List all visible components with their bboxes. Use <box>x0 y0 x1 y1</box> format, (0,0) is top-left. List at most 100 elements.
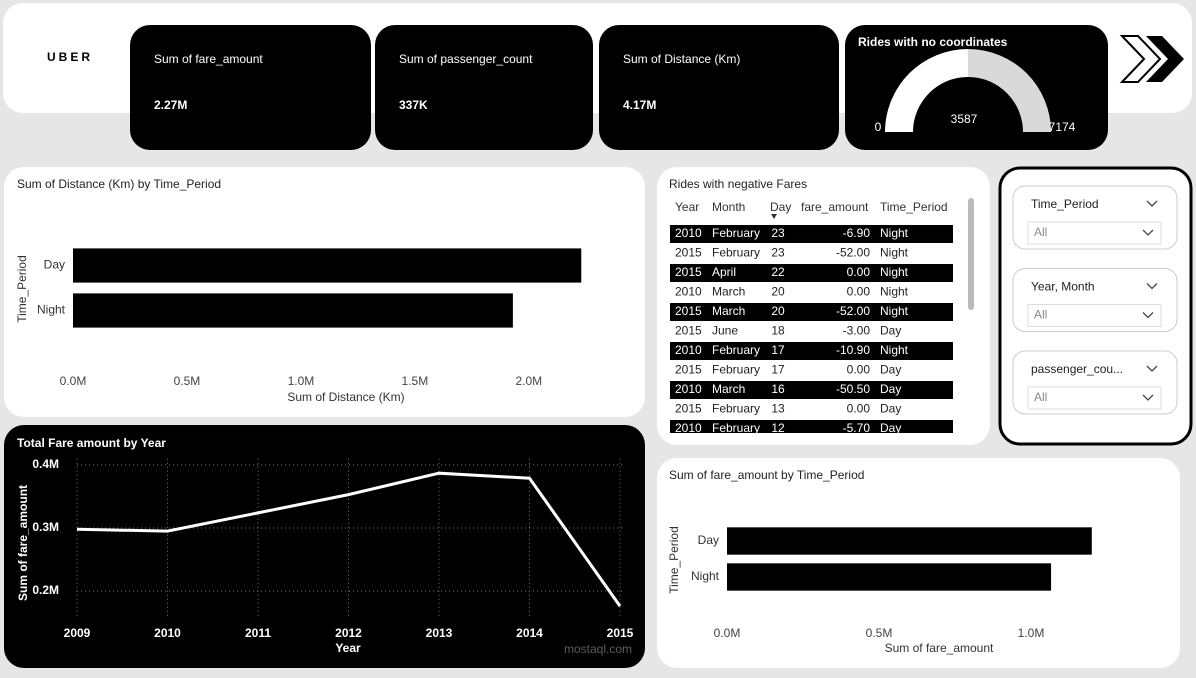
x-tick-label: 1.0M <box>1018 626 1045 640</box>
chart-panel <box>4 425 645 668</box>
table-cell: 13 <box>771 402 785 416</box>
chart-title: Sum of fare_amount by Time_Period <box>669 468 864 482</box>
table-cell: -10.90 <box>836 343 870 357</box>
dropdown[interactable] <box>1027 221 1162 245</box>
table-cell: -6.90 <box>843 226 871 240</box>
row-background <box>670 420 953 433</box>
table-cell: 2010 <box>675 382 702 396</box>
x-tick-label: 2010 <box>154 626 181 640</box>
table-cell: 18 <box>771 324 785 338</box>
chevron-down <box>1146 365 1158 372</box>
table-cell: April <box>712 265 736 279</box>
bar <box>727 527 1092 555</box>
table-cell: 2015 <box>675 363 702 377</box>
table-cell: 12 <box>771 421 785 435</box>
table-cell: 2015 <box>675 265 702 279</box>
table-cell: Day <box>880 382 901 396</box>
table-cell: 0.00 <box>847 285 871 299</box>
dropdown[interactable] <box>1027 304 1162 327</box>
chart-panel <box>657 458 1180 668</box>
table-cell: Night <box>880 304 909 318</box>
table-cell: 2010 <box>675 285 702 299</box>
table-cell: 2010 <box>675 226 702 240</box>
bar <box>727 563 1052 591</box>
y-tick-label: 0.4M <box>32 457 59 471</box>
table-cell: Night <box>880 265 909 279</box>
row-background <box>670 342 953 360</box>
kpi-label: Sum of Distance (Km) <box>623 52 740 66</box>
table-cell: Day <box>880 402 901 416</box>
table-cell: March <box>712 304 745 318</box>
table-cell: February <box>712 421 760 435</box>
y-tick-label: Day <box>698 533 719 547</box>
table-cell: June <box>712 324 738 338</box>
gauge-value: 3587 <box>951 112 978 126</box>
y-tick-label: Day <box>44 258 65 272</box>
chevron[interactable] <box>1146 36 1184 82</box>
row-background <box>670 303 953 321</box>
table-cell: 0.00 <box>847 265 871 279</box>
table-cell: February <box>712 402 760 416</box>
brand: UBER <box>47 50 93 64</box>
x-axis-label: Year <box>335 641 361 655</box>
x-tick-label: 2013 <box>426 626 453 640</box>
x-tick-label: 2015 <box>607 626 634 640</box>
table-cell: February <box>712 343 760 357</box>
chevron[interactable] <box>1119 35 1162 83</box>
table-cell: March <box>712 285 745 299</box>
table-cell: Day <box>880 421 901 435</box>
x-tick-label: 0.0M <box>714 626 741 640</box>
y-axis-label: Time_Period <box>667 526 681 594</box>
x-tick-label: 0.0M <box>60 374 87 388</box>
scrollbar[interactable] <box>968 198 974 310</box>
column-header: fare_amount <box>801 200 869 214</box>
table-cell: Night <box>880 226 909 240</box>
y-tick-label: 0.2M <box>32 583 59 597</box>
table-cell: 23 <box>771 226 785 240</box>
chart-title: Sum of Distance (Km) by Time_Period <box>17 177 221 191</box>
slicer-label: Time_Period <box>1031 197 1099 211</box>
chevron-down <box>1142 229 1154 236</box>
x-axis-label: Sum of fare_amount <box>885 641 994 655</box>
kpi-value: 337K <box>399 98 428 112</box>
table-cell: -5.70 <box>843 421 871 435</box>
table-cell: 16 <box>771 382 785 396</box>
x-tick-label: 2011 <box>245 626 271 640</box>
dropdown-value: All <box>1034 225 1047 239</box>
chevron-down <box>1142 394 1154 401</box>
table-cell: 20 <box>771 285 785 299</box>
row-background <box>670 264 953 282</box>
table-cell: 17 <box>771 363 785 377</box>
table-cell: 17 <box>771 343 785 357</box>
sort-indicator <box>771 214 777 219</box>
table-cell: Night <box>880 246 909 260</box>
x-axis-label: Sum of Distance (Km) <box>287 390 404 404</box>
watermark: mostaql.com <box>564 642 632 656</box>
dropdown[interactable] <box>1027 386 1162 410</box>
gauge-track <box>968 49 1051 132</box>
y-tick-label: Night <box>37 303 66 317</box>
x-tick-label: 2012 <box>335 626 362 640</box>
column-header: Year <box>675 200 699 214</box>
chart-panel <box>4 167 645 417</box>
gauge-fill <box>885 49 968 132</box>
table-cell: 2015 <box>675 246 702 260</box>
gauge-title: Rides with no coordinates <box>858 35 1008 49</box>
table-cell: 2010 <box>675 343 702 357</box>
table-cell: March <box>712 382 745 396</box>
kpi-card <box>599 25 839 150</box>
gauge-max: 7174 <box>1049 120 1076 134</box>
y-axis-label: Sum of fare_amount <box>16 485 30 601</box>
table-cell: -3.00 <box>843 324 871 338</box>
row-background <box>670 381 953 399</box>
table-cell: 2015 <box>675 402 702 416</box>
kpi-value: 4.17M <box>623 98 656 112</box>
column-header: Month <box>712 200 745 214</box>
table-cell: -50.50 <box>836 382 870 396</box>
table-cell: 20 <box>771 304 785 318</box>
row-background <box>670 225 953 243</box>
table-cell: February <box>712 246 760 260</box>
bar <box>73 248 582 283</box>
chevron-down <box>1146 283 1158 290</box>
